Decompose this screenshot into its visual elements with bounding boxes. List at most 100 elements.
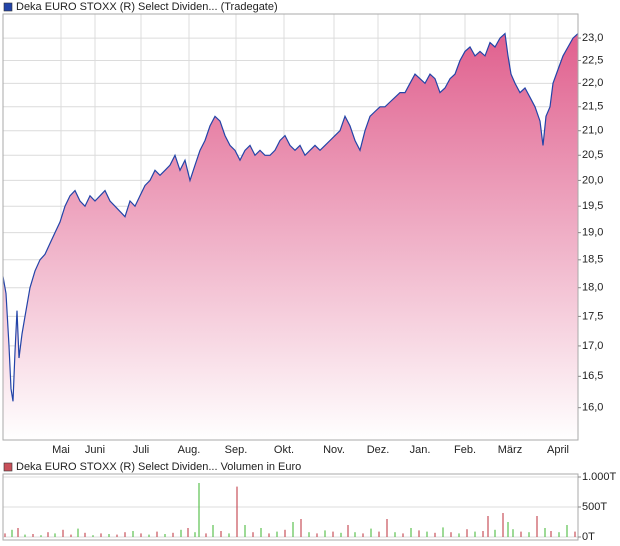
volume-bar	[40, 535, 42, 537]
legend-swatch	[3, 462, 13, 472]
legend-swatch	[3, 2, 13, 12]
volume-bar	[194, 532, 196, 537]
volume-bar	[24, 534, 26, 537]
volume-bar	[220, 531, 222, 537]
volume-bar	[70, 534, 72, 537]
volume-bar	[308, 532, 310, 537]
volume-bar	[528, 532, 530, 537]
legend-label: Deka EURO STOXX (R) Select Dividen... (T…	[16, 1, 278, 13]
volume-bar	[466, 529, 468, 537]
y-tick-label: 16,5	[582, 370, 603, 382]
volume-bar	[32, 534, 34, 537]
volume-bar	[550, 531, 552, 537]
volume-bar	[54, 533, 56, 537]
volume-bar	[426, 531, 428, 537]
volume-bar	[84, 532, 86, 537]
volume-bar	[418, 530, 420, 537]
volume-bar	[236, 486, 238, 537]
volume-bar	[434, 532, 436, 537]
x-tick-label: Nov.	[323, 444, 345, 456]
x-tick-label: März	[498, 444, 522, 456]
volume-bar	[198, 483, 200, 537]
volume-bar	[4, 533, 6, 537]
volume-bar	[212, 525, 214, 537]
y-tick-label: 500T	[582, 501, 607, 513]
volume-bar	[442, 527, 444, 537]
x-tick-label: Dez.	[367, 444, 390, 456]
volume-bar	[124, 532, 126, 537]
volume-bar	[574, 531, 576, 537]
volume-bar	[100, 533, 102, 537]
legend-label: Deka EURO STOXX (R) Select Dividen... Vo…	[16, 461, 301, 473]
volume-bar	[205, 533, 207, 537]
volume-bar	[284, 529, 286, 537]
volume-bar	[77, 528, 79, 537]
volume-bar	[340, 532, 342, 537]
volume-bar	[402, 533, 404, 537]
volume-bar	[17, 528, 19, 537]
volume-bar	[260, 528, 262, 537]
price-line	[2, 32, 579, 402]
volume-bar	[520, 531, 522, 537]
volume-bar	[544, 528, 546, 537]
volume-bar	[140, 533, 142, 537]
y-tick-label: 18,0	[582, 282, 603, 294]
y-tick-label: 21,0	[582, 125, 603, 137]
x-tick-label: Sep.	[225, 444, 248, 456]
x-tick-label: Aug.	[178, 444, 201, 456]
volume-bar	[450, 532, 452, 537]
volume-bar	[92, 535, 94, 537]
y-tick-label: 16,0	[582, 402, 603, 414]
y-tick-label: 23,0	[582, 32, 603, 44]
volume-bar	[276, 531, 278, 537]
volume-bar	[332, 531, 334, 537]
volume-bar	[354, 532, 356, 537]
volume-bar	[148, 534, 150, 537]
x-tick-label: Mai	[52, 444, 70, 456]
x-tick-label: Juli	[133, 444, 150, 456]
volume-bar	[316, 533, 318, 537]
y-tick-label: 17,0	[582, 340, 603, 352]
volume-bar	[156, 531, 158, 537]
volume-bar	[482, 531, 484, 537]
y-tick-label: 19,0	[582, 227, 603, 239]
y-tick-label: 1.000T	[582, 471, 617, 483]
volume-bar	[566, 525, 568, 537]
volume-bar	[187, 528, 189, 537]
volume-bar	[502, 513, 504, 537]
volume-bar	[394, 532, 396, 537]
volume-bar	[507, 522, 509, 537]
area-fill	[3, 33, 578, 440]
volume-bar	[244, 525, 246, 537]
y-tick-label: 20,5	[582, 149, 603, 161]
volume-bar	[252, 532, 254, 537]
volume-bar	[410, 528, 412, 537]
volume-bar	[268, 533, 270, 537]
volume-bar	[378, 531, 380, 537]
x-tick-label: Feb.	[454, 444, 476, 456]
volume-bar	[47, 532, 49, 537]
volume-bar	[172, 532, 174, 537]
volume-bar	[487, 516, 489, 537]
y-tick-label: 17,5	[582, 310, 603, 322]
volume-bar	[536, 516, 538, 537]
volume-bar	[474, 531, 476, 537]
volume-bar	[362, 533, 364, 537]
y-tick-label: 19,5	[582, 200, 603, 212]
y-tick-label: 18,5	[582, 254, 603, 266]
x-tick-label: Okt.	[274, 444, 294, 456]
volume-bar	[512, 529, 514, 537]
volume-bar	[558, 532, 560, 537]
x-tick-label: Jan.	[410, 444, 431, 456]
x-tick-label: April	[547, 444, 569, 456]
volume-bar	[62, 529, 64, 537]
volume-bar	[292, 522, 294, 537]
volume-bar	[11, 529, 13, 537]
y-tick-label: 22,5	[582, 54, 603, 66]
volume-bar	[228, 533, 230, 537]
volume-bar	[386, 519, 388, 537]
volume-bar	[347, 525, 349, 537]
plot-frame	[2, 13, 579, 441]
volume-bar	[108, 534, 110, 537]
